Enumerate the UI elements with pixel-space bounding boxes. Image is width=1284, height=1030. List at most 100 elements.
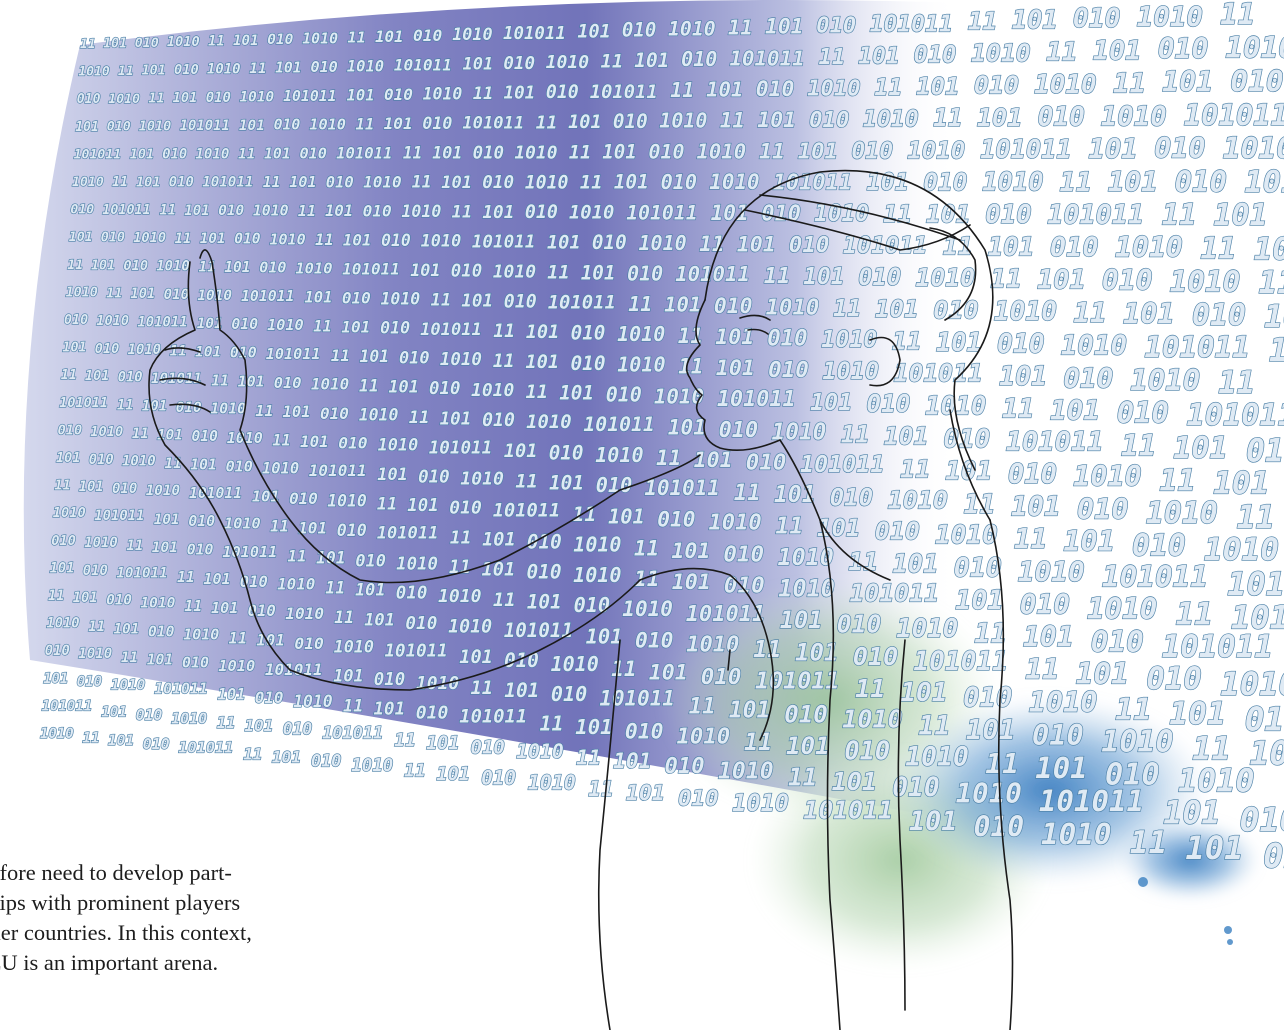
binary-digit-group: 11	[325, 578, 345, 597]
binary-digit-group: 1010	[1130, 363, 1200, 397]
binary-digit-group: 101	[154, 512, 180, 528]
binary-digit-group: 101	[195, 344, 221, 360]
binary-digit-group: 010	[1063, 361, 1113, 394]
binary-digit-group: 101011	[342, 259, 400, 278]
binary-digit-group: 010	[723, 542, 764, 568]
binary-digit-group: 11	[343, 697, 364, 717]
binary-digit-group: 101	[527, 591, 562, 614]
binary-digit-group: 010	[625, 720, 664, 745]
binary-digit-group: 010	[963, 682, 1012, 713]
binary-digit-group: 010	[681, 47, 717, 71]
binary-digit-group: 101	[300, 432, 329, 451]
binary-digit-group: 1010	[617, 322, 665, 346]
binary-digit-group: 11	[918, 711, 950, 742]
binary-digit-group: 101	[757, 108, 796, 133]
binary-digit-group: 010	[1154, 132, 1205, 165]
binary-digit-group: 11	[678, 324, 703, 348]
binary-digit-group: 1010	[1115, 231, 1183, 264]
binary-digit-group: 11	[54, 478, 70, 494]
binary-digit-group: 11	[1046, 37, 1077, 67]
binary-digit-group: 010	[1175, 165, 1227, 199]
binary-digit-group: 1010	[1073, 460, 1141, 493]
binary-digit-group: 101	[858, 43, 899, 69]
binary-digit-group: 101	[936, 328, 982, 357]
binary-digit-group: 11	[126, 538, 143, 554]
binary-digit-group: 010	[635, 629, 673, 654]
binary-digit-group: 11	[263, 174, 281, 191]
binary-digit-group: 010	[95, 341, 120, 357]
binary-digit-group: 1010	[551, 652, 599, 676]
binary-digit-group: 1010	[378, 435, 419, 455]
binary-digit-group: 010	[255, 688, 284, 707]
binary-digit-group: 1010	[224, 515, 261, 533]
binary-digit-group: 1010	[183, 625, 219, 643]
binary-digit-group: 010	[380, 319, 410, 338]
binary-digit-group: 11	[355, 114, 374, 133]
binary-digit-group: 11	[1159, 464, 1195, 499]
binary-digit-group: 1010	[1087, 591, 1157, 625]
binary-digit-group: 010	[64, 313, 88, 328]
binary-digit-group: 11	[272, 431, 291, 449]
binary-digit-group: 101	[786, 732, 830, 760]
body-text-line: erefore need to develop part-	[0, 860, 232, 885]
binary-digit-group: 11	[431, 291, 452, 311]
binary-digit-group: 010	[997, 329, 1045, 360]
binary-digit-group: 11	[990, 265, 1021, 295]
binary-digit-group: 11	[208, 33, 225, 49]
binary-digit-group: 010	[875, 517, 920, 546]
binary-digit-group: 101	[203, 570, 230, 588]
binary-digit-group: 101	[1173, 431, 1228, 466]
binary-digit-group: 11	[526, 382, 549, 403]
binary-digit-group: 010	[844, 737, 890, 766]
binary-digit-group: 11	[689, 694, 716, 720]
binary-digit-group: 11	[900, 454, 930, 483]
binary-digit-group: 1010	[654, 384, 704, 408]
binary-digit-group: 101	[275, 60, 302, 77]
binary-digit-group: 1010	[240, 90, 275, 106]
binary-digit-group: 1010	[514, 142, 557, 163]
binary-digit-group: 101	[1050, 394, 1100, 427]
binary-digit-group: 1010	[416, 673, 460, 694]
binary-digit-group: 010	[571, 352, 606, 375]
binary-digit-group: 101011	[394, 56, 452, 75]
binary-digit-group: 11	[1073, 296, 1106, 329]
binary-digit-group: 101011	[462, 114, 524, 134]
binary-digit-group: 1010	[905, 741, 969, 772]
binary-digit-group: 101011	[202, 175, 253, 191]
binary-digit-group: 010	[164, 287, 189, 303]
binary-digit-group: 101	[526, 322, 560, 343]
binary-digit-group: 101	[803, 264, 844, 290]
binary-digit-group: 010	[162, 146, 187, 162]
binary-digit-group: 11	[331, 346, 350, 365]
binary-digit-group: 101	[364, 611, 395, 631]
binary-digit-group: 101	[325, 202, 353, 220]
binary-digit-group: 101	[716, 356, 755, 381]
binary-digit-group: 101011	[1006, 426, 1104, 457]
binary-digit-group: 101	[893, 549, 939, 579]
binary-digit-group: 101011	[843, 231, 928, 259]
binary-digit-group: 101	[706, 78, 743, 102]
binary-digit-group: 101	[608, 504, 645, 528]
binary-digit-group: 010	[1038, 103, 1085, 133]
binary-digit-group: 010	[283, 720, 313, 739]
binary-digit-group: 101	[101, 704, 127, 720]
binary-digit-group: 101011	[583, 413, 654, 436]
binary-digit-group: 101	[649, 660, 688, 685]
binary-digit-group: 010	[866, 389, 910, 418]
binary-digit-group: 010	[226, 458, 253, 476]
binary-digit-group: 010	[58, 422, 83, 438]
binary-digit-group: 11	[744, 728, 772, 756]
binary-digit-group: 1010	[111, 677, 146, 693]
binary-digit-group: 101	[1213, 465, 1269, 501]
binary-digit-group: 101011	[154, 680, 207, 697]
binary-digit-group: 101011	[59, 395, 108, 411]
binary-digit-group: 1010	[293, 692, 333, 711]
binary-digit-group: 1010	[546, 52, 590, 73]
binary-digit-group: 1010	[207, 62, 241, 78]
binary-digit-group: 101	[298, 518, 327, 537]
binary-digit-group: 010	[974, 71, 1019, 100]
binary-digit-group: 101	[867, 168, 909, 196]
binary-digit-group: 11	[841, 421, 870, 449]
binary-digit-group: 101011	[116, 566, 167, 582]
binary-digit-group: 11	[933, 103, 962, 132]
